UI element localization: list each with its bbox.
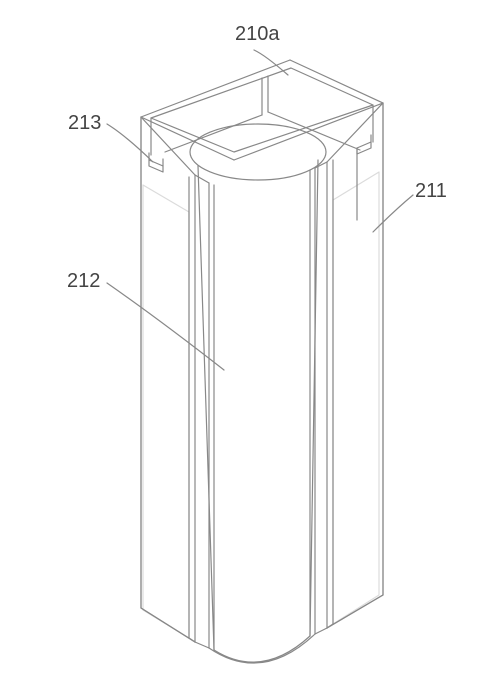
label-211: 211 [415, 180, 447, 203]
label-210a: 210a [235, 23, 280, 46]
technical-drawing [0, 0, 502, 685]
label-212: 212 [67, 270, 100, 293]
label-213: 213 [68, 112, 101, 135]
diagram-container: 210a 213 211 212 [0, 0, 502, 685]
